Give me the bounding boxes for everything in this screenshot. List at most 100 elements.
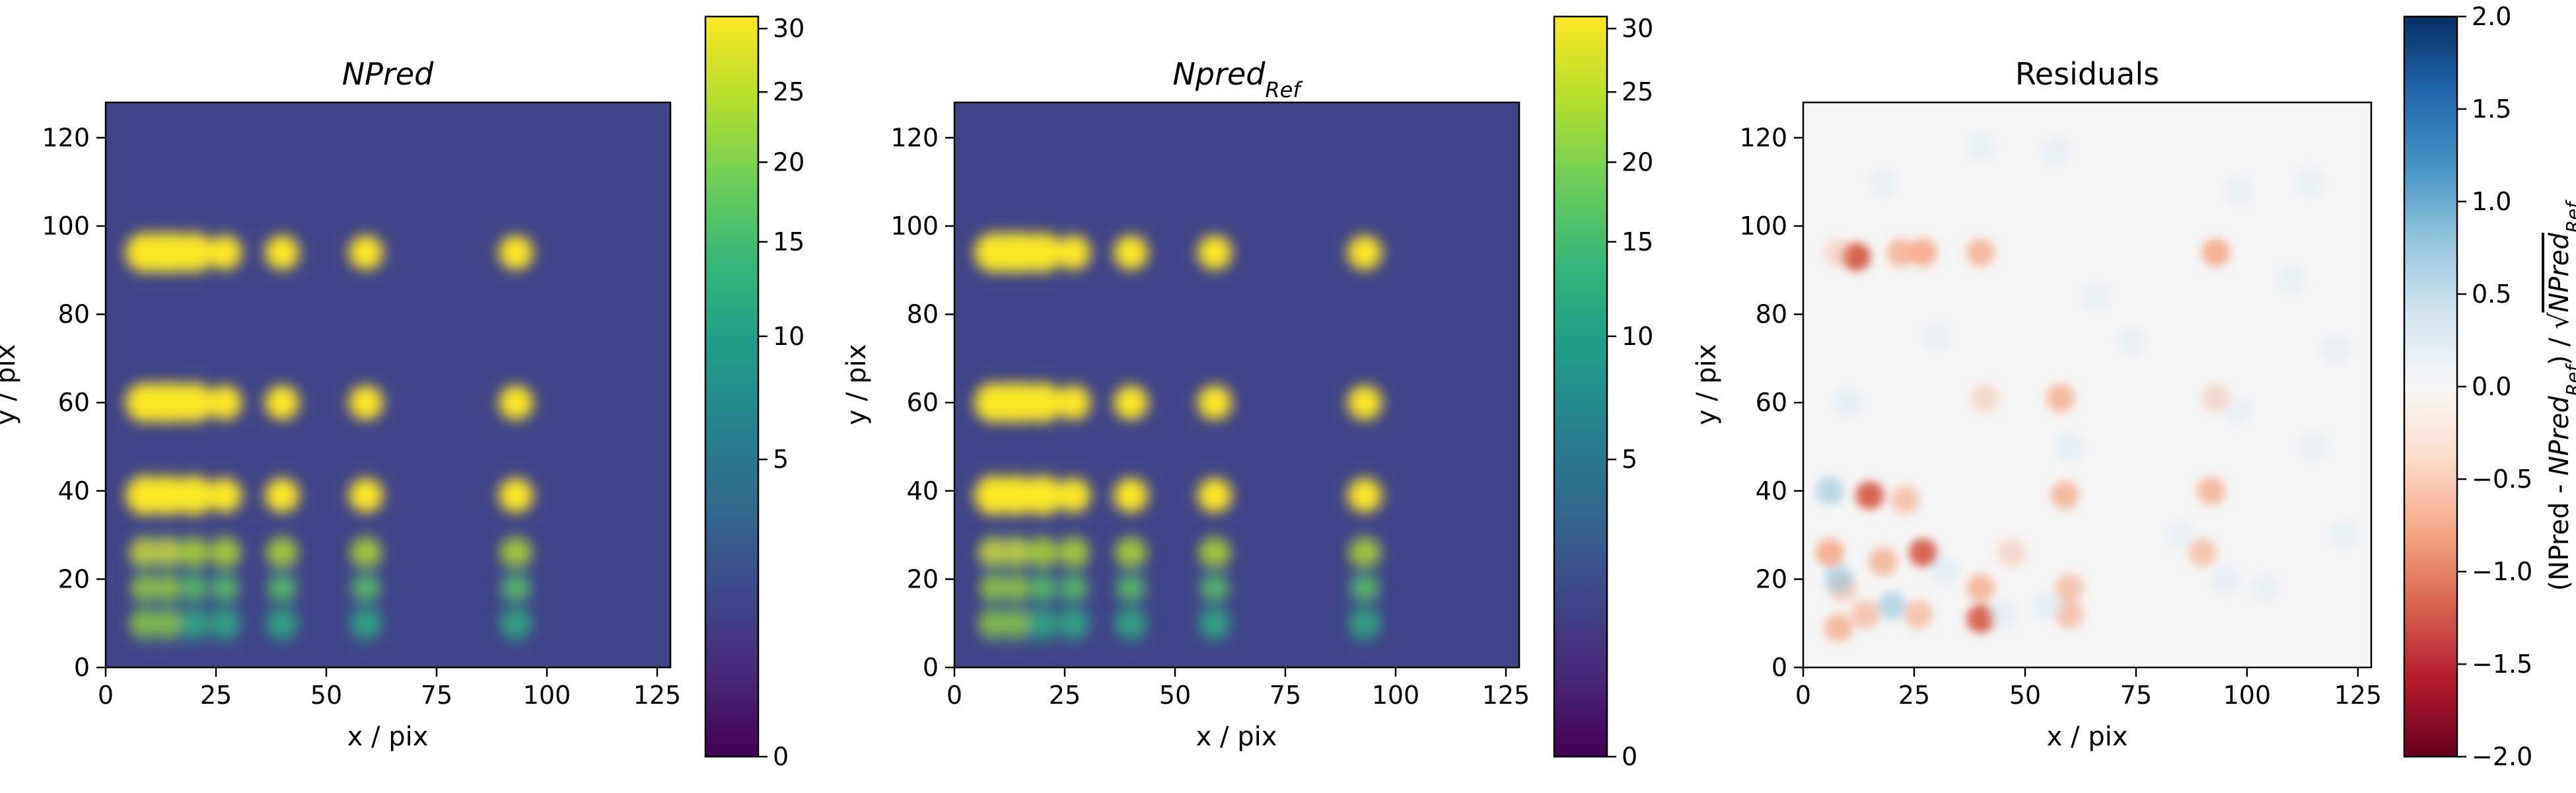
residual-spot [1966,605,1995,634]
source-blob [207,385,242,420]
residual-spot [1931,556,1960,585]
y-tick-label: 20 [58,564,90,593]
residual-spot [1886,238,1915,267]
x-tick-label: 125 [633,681,682,710]
residual-spot [2223,397,2252,426]
source-cluster [976,478,1056,513]
y-tick-label: 120 [42,123,90,152]
residual-spot [2330,521,2359,550]
colorbar-gradient [2404,17,2457,757]
residual-spot [2321,335,2350,364]
source-blob [1056,478,1091,513]
heatmap-background [1803,102,2371,667]
residual-spot [1824,613,1853,642]
colorbar-tick-label: 20 [1622,147,1653,176]
residual-spot [2210,564,2239,593]
x-axis: 0 25 50 75 100 125 [98,667,681,710]
colorbar-label: (NPred - NPredRef) / √NPredRef [2544,200,2576,591]
source-cluster [127,383,207,423]
colorbar-tick-label: 1.0 [2472,187,2511,216]
residual-spot [1988,600,2017,629]
panel-title: NPred [342,56,434,92]
colorbar-tick-label: 2.0 [2472,2,2511,31]
residual-spot [1891,485,1920,514]
x-axis-label: x / pix [1196,722,1277,752]
residual-spot [2277,264,2306,293]
residual-spot [2201,384,2231,413]
residual-spot [2042,136,2071,165]
source-blob [1056,385,1091,420]
source-blob [1056,235,1091,270]
x-axis-label: x / pix [347,722,429,752]
y-axis: 0 20 40 60 80 100 120 [42,123,106,682]
x-tick-label: 100 [523,681,571,710]
heatmap-image [1803,102,2371,667]
residual-spot [1997,538,2026,567]
source-column-halo [1004,535,1028,646]
y-tick-label: 40 [1756,476,1787,506]
residual-spot [2295,167,2324,196]
residual-spot [2166,521,2195,550]
y-tick-label: 0 [74,653,90,682]
y-axis-label: y / pix [0,344,21,426]
source-blob [499,385,534,420]
source-blob [1198,235,1233,270]
source-blob [265,385,300,420]
colorbar-tick-label: −1.0 [2472,557,2532,586]
residual-spot [1908,538,1937,567]
source-column-halo [504,535,528,646]
x-tick-label: 50 [1159,681,1191,710]
residual-spot [1966,574,1995,603]
y-axis: 0 20 40 60 80 100 120 [1739,123,1803,682]
source-cluster [976,383,1056,423]
source-column-halo [1061,535,1086,646]
heatmap-image [106,102,670,667]
residual-spot [2081,282,2110,311]
y-tick-label: 80 [1756,300,1787,329]
y-tick-label: 80 [58,300,90,329]
y-axis: 0 20 40 60 80 100 120 [890,123,954,682]
residual-spot [1869,167,1898,196]
residual-spot [2117,326,2146,356]
y-tick-label: 100 [1739,211,1787,241]
colorbar-tick-label: 15 [773,227,805,256]
colorbar: 0 5 10 15 20 25 30 [704,14,805,771]
colorbar-gradient [1554,17,1607,757]
y-tick-label: 40 [907,476,939,506]
colorbar-tick-label: 25 [773,77,805,106]
y-tick-label: 0 [923,653,939,682]
colorbar-tick-label: 0 [1622,742,1637,771]
source-halos [133,535,528,646]
colorbar-tick-label: −0.5 [2472,465,2532,494]
colorbar-tick-label: 30 [773,14,805,43]
colorbar-tick-label: 5 [773,445,789,474]
source-column-halo [982,535,1007,646]
x-tick-label: 50 [310,681,342,710]
source-cluster [976,233,1056,273]
source-blob [1198,478,1233,513]
colorbar-tick-label: 30 [1622,14,1653,43]
residual-spot [1904,600,1933,629]
colorbar-frame [704,15,760,758]
residual-spot [2050,480,2079,510]
colorbar-tick-label: 10 [773,322,805,351]
residual-spots [1815,132,2359,642]
x-tick-label: 75 [1270,681,1301,710]
colorbar-tick-label: 25 [1622,77,1653,106]
source-column-halo [270,535,295,646]
residual-spot [2197,476,2226,506]
x-tick-label: 25 [1049,681,1081,710]
source-column-halo [213,535,237,646]
source-blob [1114,478,1149,513]
source-blob [1114,235,1149,270]
residual-spot [1855,480,1884,510]
y-tick-label: 20 [1756,564,1787,593]
residual-spot [1833,388,1862,417]
plot-frame [1802,101,2373,669]
residual-spot [1815,538,1844,567]
residual-spot [1824,238,1853,267]
source-column-halo [182,535,206,646]
x-tick-label: 0 [1795,681,1811,710]
x-tick-label: 100 [2223,681,2272,710]
